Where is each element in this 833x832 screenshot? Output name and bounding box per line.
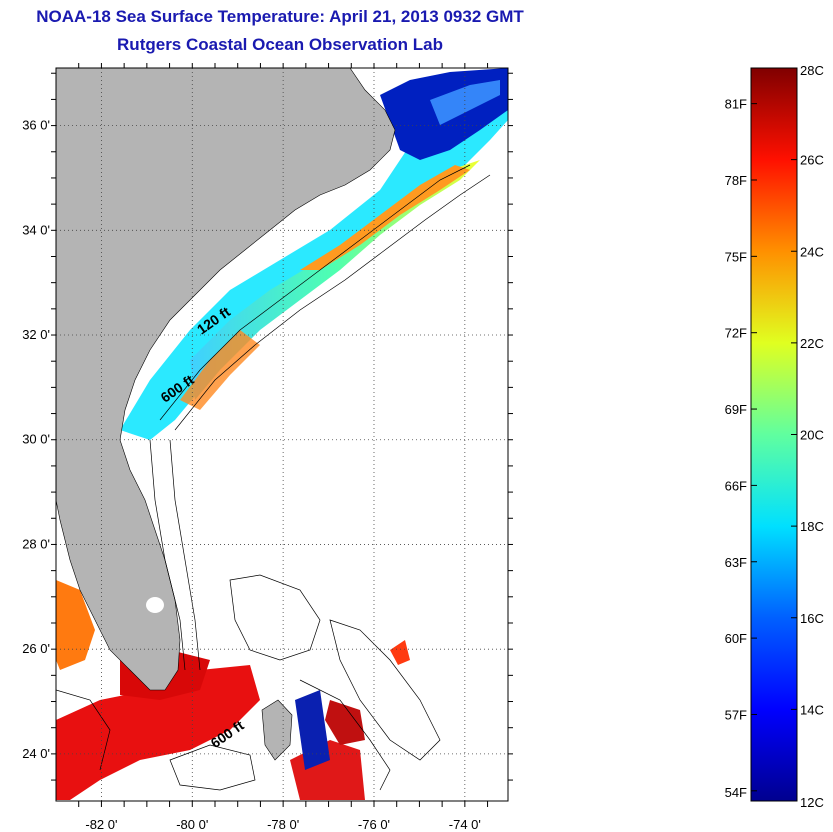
fahrenheit-label: 54F [725,785,747,800]
celsius-label: 14C [800,702,824,717]
celsius-label: 20C [800,428,824,443]
colorbar-ticks [751,67,797,802]
grid-lines [56,68,508,801]
land [56,68,396,761]
latitude-label: 34 0' [22,222,50,237]
celsius-label: 12C [800,795,824,810]
colorbar-scale [750,67,798,802]
fahrenheit-labels: 81F 78F 75F 72F 69F 66F 63F 60F 57F 54F [725,97,747,800]
celsius-labels: 28C 26C 24C 22C 20C 18C 16C 14C 12C [800,63,824,810]
celsius-label: 22C [800,336,824,351]
longitude-label: -76 0' [358,817,390,832]
celsius-label: 18C [800,519,824,534]
longitude-labels: -82 0' -80 0' -78 0' -76 0' -74 0' [85,817,481,832]
longitude-label: -74 0' [449,817,481,832]
axis-ticks [51,63,513,807]
bathymetry-contours [56,164,491,791]
celsius-label: 16C [800,611,824,626]
latitude-labels: 36 0' 34 0' 32 0' 30 0' 28 0' 26 0' 24 0' [22,118,50,761]
longitude-label: -78 0' [267,817,299,832]
latitude-label: 30 0' [22,432,50,447]
longitude-label: -80 0' [176,817,208,832]
map-subtitle: Rutgers Coastal Ocean Observation Lab [117,35,443,54]
latitude-label: 28 0' [22,536,50,551]
map-title: NOAA-18 Sea Surface Temperature: April 2… [36,7,524,26]
fahrenheit-label: 78F [725,173,747,188]
latitude-label: 36 0' [22,118,50,133]
fahrenheit-label: 72F [725,326,747,341]
longitude-label: -82 0' [85,817,117,832]
latitude-label: 32 0' [22,327,50,342]
fahrenheit-label: 63F [725,555,747,570]
latitude-label: 24 0' [22,746,50,761]
latitude-label: 26 0' [22,641,50,656]
fahrenheit-label: 66F [725,478,747,493]
map-border [55,67,509,802]
fahrenheit-label: 81F [725,97,747,112]
fahrenheit-label: 57F [725,707,747,722]
celsius-label: 28C [800,63,824,78]
fahrenheit-label: 60F [725,631,747,646]
celsius-label: 24C [800,244,824,259]
fahrenheit-label: 69F [725,402,747,417]
fahrenheit-label: 75F [725,249,747,264]
celsius-label: 26C [800,153,824,168]
